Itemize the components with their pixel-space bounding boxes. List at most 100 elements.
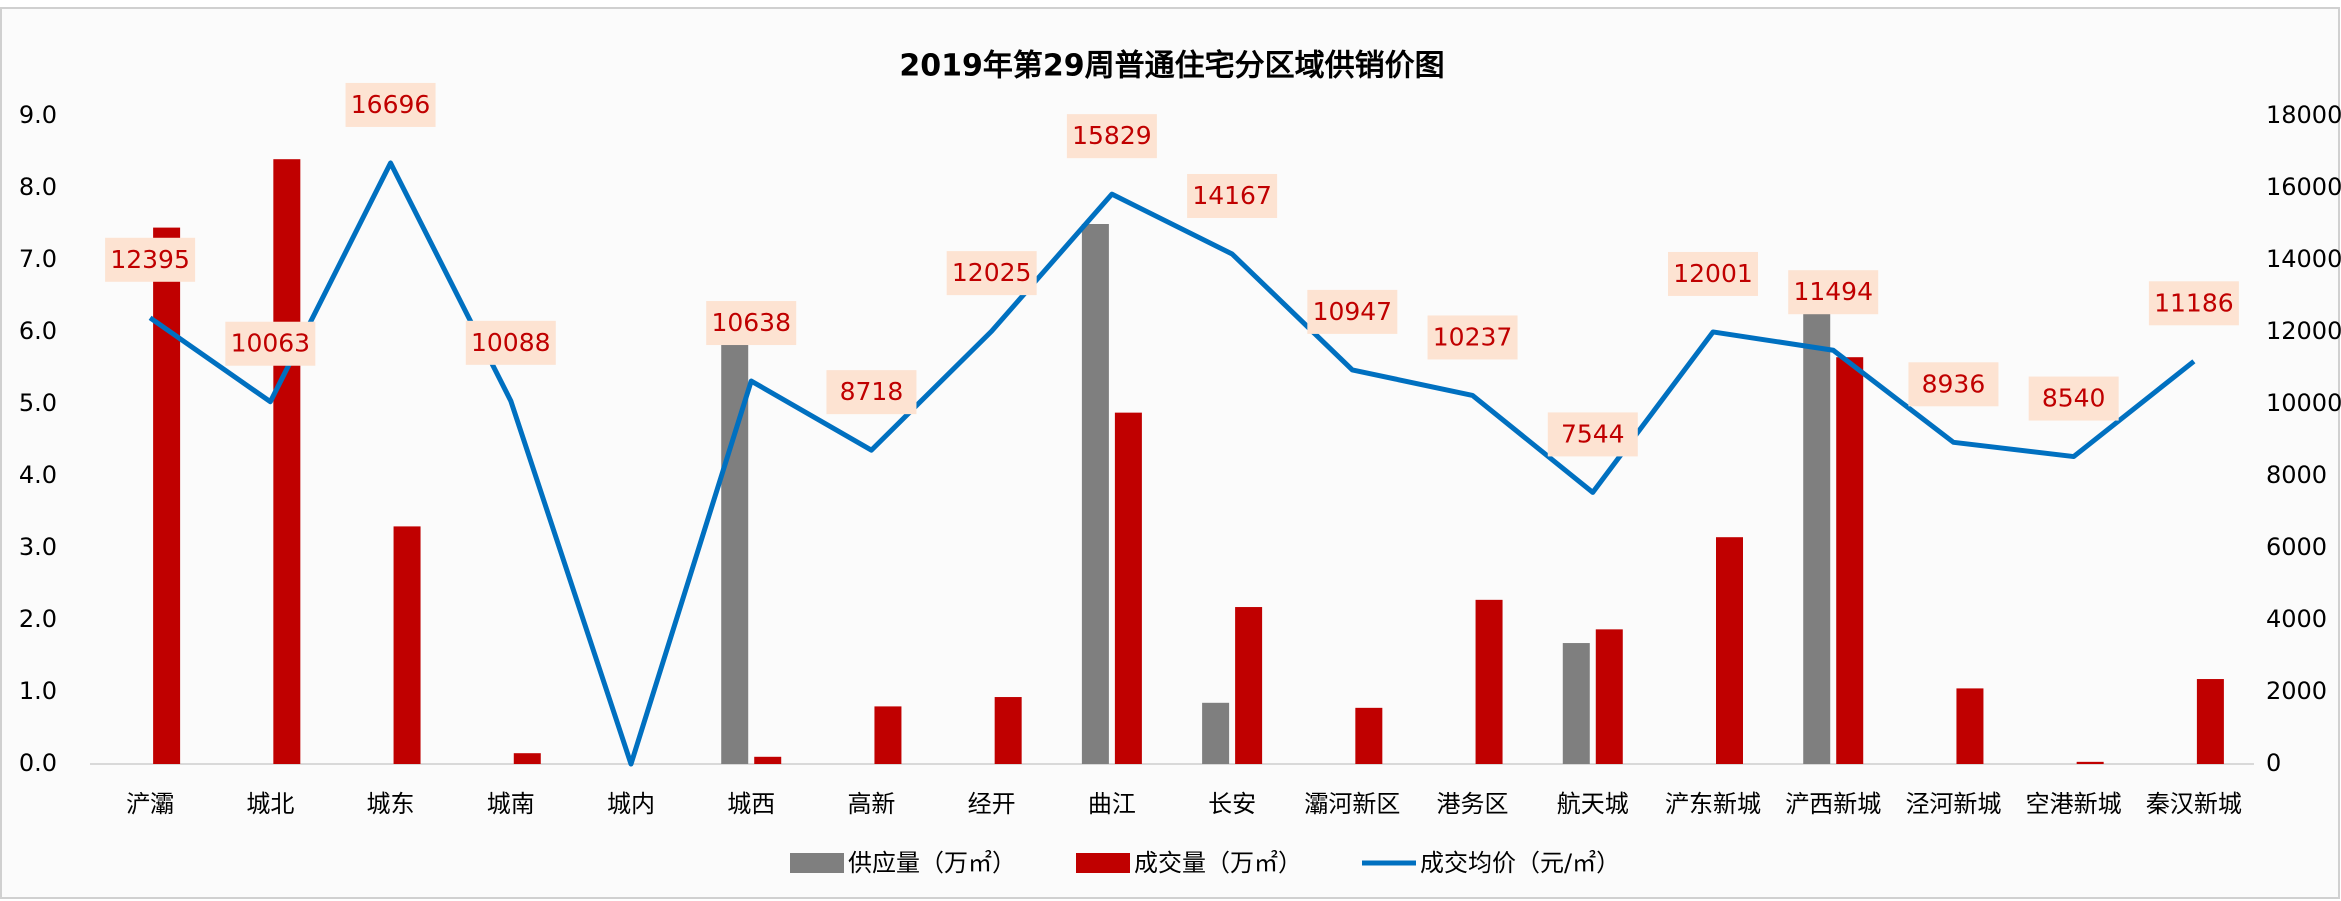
y-tick-label: 6.0 bbox=[19, 317, 57, 345]
x-tick-label: 航天城 bbox=[1557, 790, 1629, 818]
bar bbox=[513, 753, 541, 764]
y2-tick-label: 4000 bbox=[2266, 605, 2327, 633]
data-label-box bbox=[706, 301, 797, 346]
x-tick-label: 高新 bbox=[847, 790, 895, 818]
bar bbox=[1595, 629, 1623, 764]
bar bbox=[273, 159, 301, 764]
bar bbox=[994, 697, 1022, 764]
data-label: 8718 bbox=[840, 377, 904, 406]
data-label-box bbox=[1187, 173, 1278, 218]
legend-label: 供应量（万㎡） bbox=[848, 849, 1016, 877]
y2-tick-label: 16000 bbox=[2266, 173, 2341, 201]
y2-tick-label: 18000 bbox=[2266, 101, 2341, 129]
y2-tick-label: 12000 bbox=[2266, 317, 2341, 345]
data-label: 14167 bbox=[1192, 181, 1272, 210]
bar bbox=[874, 706, 902, 764]
y-tick-label: 5.0 bbox=[19, 389, 57, 417]
x-tick-label: 泾河新城 bbox=[1905, 790, 2001, 818]
x-tick-label: 城西 bbox=[727, 790, 775, 818]
data-label: 10638 bbox=[711, 308, 791, 337]
data-label-box bbox=[1427, 315, 1518, 360]
y2-tick-label: 0 bbox=[2266, 749, 2281, 777]
data-label-box bbox=[2148, 281, 2239, 326]
data-label-box bbox=[345, 82, 436, 127]
x-tick-label: 港务区 bbox=[1437, 790, 1509, 818]
x-tick-label: 灞河新区 bbox=[1304, 790, 1400, 818]
data-label: 8540 bbox=[2042, 384, 2106, 413]
bar bbox=[721, 314, 749, 764]
data-label: 10947 bbox=[1313, 297, 1393, 326]
bar bbox=[2196, 679, 2224, 764]
y2-tick-label: 8000 bbox=[2266, 461, 2327, 489]
legend-label: 成交量（万㎡） bbox=[1134, 849, 1302, 877]
data-label-box bbox=[1547, 412, 1638, 457]
data-label: 12025 bbox=[952, 258, 1032, 287]
x-tick-label: 秦汉新城 bbox=[2146, 790, 2242, 818]
y-tick-label: 7.0 bbox=[19, 245, 57, 273]
bar bbox=[1803, 278, 1831, 764]
y2-tick-label: 14000 bbox=[2266, 245, 2341, 273]
data-label-box bbox=[1788, 270, 1879, 315]
data-label: 7544 bbox=[1561, 419, 1625, 448]
bar bbox=[1716, 537, 1743, 764]
x-tick-label: 浐灞 bbox=[126, 790, 174, 818]
x-tick-label: 曲江 bbox=[1088, 790, 1136, 818]
bar bbox=[1475, 599, 1503, 764]
data-label: 15829 bbox=[1072, 121, 1152, 150]
data-label: 10088 bbox=[471, 328, 551, 357]
x-tick-label: 浐东新城 bbox=[1665, 790, 1761, 818]
data-label-box bbox=[1908, 362, 1999, 407]
y-tick-label: 9.0 bbox=[19, 101, 57, 129]
x-tick-label: 城北 bbox=[246, 790, 294, 818]
data-label-box bbox=[946, 251, 1037, 296]
x-tick-label: 城南 bbox=[487, 790, 535, 818]
chart-title: 2019年第29周普通住宅分区域供销价图 bbox=[899, 49, 1444, 84]
data-label-box bbox=[1668, 251, 1758, 296]
data-label: 11494 bbox=[1793, 277, 1873, 306]
y-tick-label: 0.0 bbox=[19, 749, 57, 777]
bar bbox=[1355, 707, 1383, 764]
y-tick-label: 8.0 bbox=[19, 173, 57, 201]
data-label-box bbox=[105, 237, 196, 282]
x-tick-label: 浐西新城 bbox=[1785, 790, 1881, 818]
data-label: 12395 bbox=[110, 245, 190, 274]
bar bbox=[393, 526, 421, 764]
bar bbox=[153, 227, 181, 765]
bar bbox=[1956, 688, 1984, 764]
x-tick-label: 空港新城 bbox=[2026, 790, 2122, 818]
legend-label: 成交均价（元/㎡） bbox=[1420, 849, 1620, 877]
data-label-box bbox=[465, 320, 556, 365]
data-label: 8936 bbox=[1922, 369, 1986, 398]
data-label-box bbox=[225, 321, 316, 366]
data-label: 10237 bbox=[1433, 322, 1513, 351]
y2-tick-label: 10000 bbox=[2266, 389, 2341, 417]
legend-swatch bbox=[790, 853, 844, 873]
y-tick-label: 4.0 bbox=[19, 461, 57, 489]
x-tick-label: 长安 bbox=[1208, 790, 1256, 818]
data-label: 16696 bbox=[351, 90, 431, 119]
y-tick-label: 1.0 bbox=[19, 677, 57, 705]
data-label: 10063 bbox=[231, 329, 311, 358]
data-label-box bbox=[2028, 376, 2119, 421]
bar bbox=[1836, 357, 1864, 764]
bar bbox=[1202, 702, 1230, 764]
chart-border bbox=[0, 7, 2340, 899]
data-label: 12001 bbox=[1673, 259, 1753, 288]
bar bbox=[1562, 643, 1590, 764]
x-tick-label: 城东 bbox=[367, 790, 415, 818]
bar bbox=[1235, 607, 1263, 764]
y-tick-label: 2.0 bbox=[19, 605, 57, 633]
data-label-box bbox=[1066, 114, 1157, 159]
data-label-box bbox=[826, 370, 917, 415]
x-tick-label: 城内 bbox=[607, 790, 655, 818]
bar bbox=[1114, 412, 1142, 764]
data-label: 11186 bbox=[2154, 288, 2234, 317]
data-label-box bbox=[1307, 289, 1398, 334]
bar bbox=[1081, 224, 1109, 764]
bar bbox=[2076, 761, 2104, 764]
y2-tick-label: 2000 bbox=[2266, 677, 2327, 705]
legend-swatch bbox=[1076, 853, 1130, 873]
x-tick-label: 经开 bbox=[968, 790, 1016, 818]
y-tick-label: 3.0 bbox=[19, 533, 57, 561]
